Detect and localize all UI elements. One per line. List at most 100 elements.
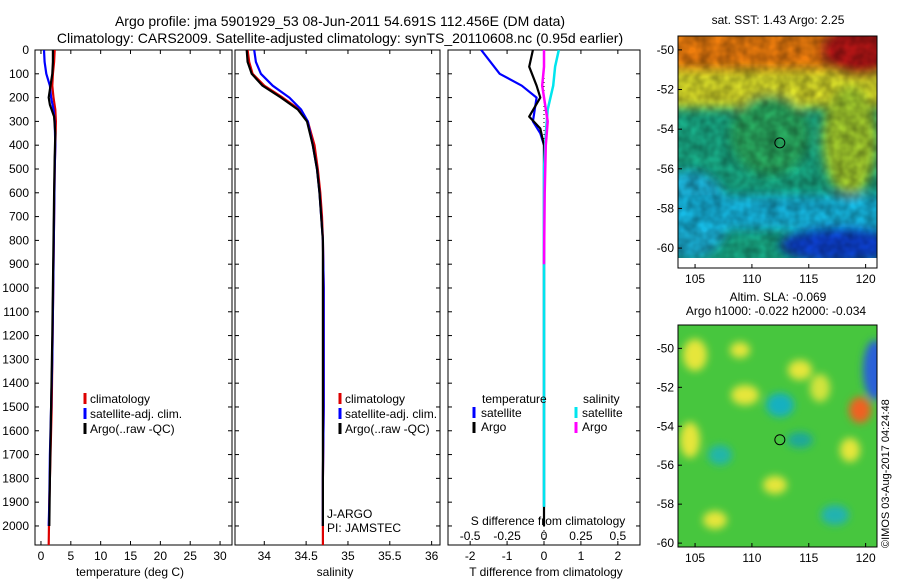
map-x-tick-label: 110 xyxy=(742,551,761,565)
top-x-tick-label: 0.25 xyxy=(569,529,593,543)
map-y-tick-label: -52 xyxy=(657,380,675,394)
depth-tick-label: 1600 xyxy=(2,424,29,438)
depth-tick-label: 200 xyxy=(9,91,29,105)
legend-label-climatology: climatology xyxy=(90,392,150,406)
map-x-tick-label: 105 xyxy=(685,551,705,565)
map-y-tick-label: -50 xyxy=(657,341,675,355)
map-x-tick-label: 115 xyxy=(799,551,818,565)
legend-label-temp-argo: Argo xyxy=(481,420,507,434)
depth-tick-label: 300 xyxy=(9,114,29,128)
sst-map-gap xyxy=(679,258,876,267)
top-x-tick-label: -0.25 xyxy=(493,529,521,543)
sla-map-image xyxy=(678,325,877,547)
x-tick-label: 34 xyxy=(258,549,272,563)
x-tick-label: 20 xyxy=(154,549,168,563)
sst-map-image xyxy=(678,36,877,258)
sla-cool-2 xyxy=(708,445,732,465)
temperature-profiles xyxy=(42,50,58,545)
salinity-x-axis-label: salinity xyxy=(317,565,354,579)
difference-legend: temperature salinity satellite Argo sate… xyxy=(472,392,623,434)
map-y-tick-label: -60 xyxy=(657,241,675,255)
figure-title-line-2: Climatology: CARS2009. Satellite-adjuste… xyxy=(57,30,623,46)
pi-annotation: PI: JAMSTEC xyxy=(327,521,401,535)
x-tick-label: 5 xyxy=(67,549,74,563)
depth-tick-label: 100 xyxy=(9,67,29,81)
x-tick-label: -2 xyxy=(465,549,476,563)
map-x-tick-label: 110 xyxy=(742,272,761,286)
sla-map-axes: 105 110 115 120 -50 -52 -54 -56 -58 -60 xyxy=(657,341,876,565)
x-tick-label: 36 xyxy=(425,549,439,563)
sla-blob-10 xyxy=(703,511,727,529)
depth-tick-label: 1000 xyxy=(2,281,29,295)
depth-tick-label: 600 xyxy=(9,186,29,200)
sla-blob-2 xyxy=(730,342,750,358)
x-tick-label: -1 xyxy=(502,549,513,563)
sla-cool-5 xyxy=(821,505,849,525)
series-line-argo-raw-qc- xyxy=(47,50,57,527)
depth-tick-label: 1100 xyxy=(3,305,29,319)
top-x-tick-label: 0 xyxy=(541,529,548,543)
salinity-legend: climatology satellite-adj. clim. Argo(..… xyxy=(338,392,437,436)
sla-blob-1 xyxy=(683,339,707,371)
map-y-tick-label: -50 xyxy=(657,43,675,57)
sla-blob-5 xyxy=(810,374,830,402)
top-x-tick-label: 0.5 xyxy=(610,529,627,543)
salinity-x-axis: 34 34.5 35 35.5 36 xyxy=(235,49,440,563)
legend-label-satellite: satellite-adj. clim. xyxy=(90,407,182,421)
legend-label-argo: Argo(..raw -QC) xyxy=(90,422,175,436)
x-tick-label: 25 xyxy=(184,549,198,563)
temperature-x-axis-label: temperature (deg C) xyxy=(76,565,184,579)
sla-map-frame xyxy=(677,324,878,548)
depth-tick-label: 1500 xyxy=(2,400,29,414)
depth-tick-label: 1300 xyxy=(2,352,29,366)
salinity-profiles xyxy=(245,50,325,545)
map-y-tick-label: -54 xyxy=(657,122,675,136)
platform-annotation: J-ARGO xyxy=(327,507,372,521)
x-tick-label: 1 xyxy=(578,549,585,563)
depth-tick-label: 1400 xyxy=(2,376,29,390)
sla-blob-9 xyxy=(840,438,860,462)
x-tick-label: 10 xyxy=(94,549,108,563)
top-x-tick-label: -0.5 xyxy=(460,529,481,543)
temperature-legend: climatology satellite-adj. clim. Argo(..… xyxy=(83,392,182,436)
sla-blob-7 xyxy=(680,422,700,458)
x-tick-label: 30 xyxy=(213,549,227,563)
x-tick-label: 15 xyxy=(124,549,138,563)
depth-tick-label: 900 xyxy=(9,257,29,271)
depth-tick-label: 1700 xyxy=(2,448,29,462)
depth-tick-label: 1900 xyxy=(2,495,29,509)
map-y-tick-label: -56 xyxy=(657,458,675,472)
depth-axis: 0 100 200 300 400 500 600 700 800 900 1000 1100 1200… xyxy=(2,43,29,533)
map-y-tick-label: -58 xyxy=(657,497,675,511)
depth-tick-label: 500 xyxy=(9,162,29,176)
sst-map-axes: 105 110 115 120 -50 -52 -54 -56 -58 -60 xyxy=(657,43,876,286)
x-tick-label: 0 xyxy=(541,549,548,563)
temperature-plot-frame xyxy=(34,49,233,546)
x-tick-label: 34.5 xyxy=(294,549,318,563)
figure-title-line-1: Argo profile: jma 5901929_53 08-Jun-2011… xyxy=(115,13,565,29)
sla-blob-8 xyxy=(763,476,787,494)
depth-tick-label: 800 xyxy=(9,233,29,247)
sla-blob-4 xyxy=(731,385,759,405)
imos-timestamp: ©IMOS 03-Aug-2017 04:24:48 xyxy=(880,399,892,548)
sla-cool-4 xyxy=(863,340,877,400)
map-x-tick-label: 115 xyxy=(799,272,818,286)
depth-tick-label: 2000 xyxy=(2,519,29,533)
sla-map-subtitle: Argo h1000: -0.022 h2000: -0.034 xyxy=(686,304,866,318)
legend-header-salinity: salinity xyxy=(583,392,620,406)
series-line-argo-raw-qc- xyxy=(245,50,324,526)
sst-argo-location-marker xyxy=(774,137,786,149)
difference-profiles xyxy=(480,50,561,526)
x-tick-label: 2 xyxy=(615,549,622,563)
x-tick-label: 35 xyxy=(341,549,355,563)
depth-tick-label: 1200 xyxy=(2,329,29,343)
map-y-tick-label: -60 xyxy=(657,536,675,550)
legend-label-satellite: satellite-adj. clim. xyxy=(345,407,437,421)
depth-tick-label: 400 xyxy=(9,138,29,152)
legend-header-temperature: temperature xyxy=(482,392,547,406)
sla-map-title: Altim. SLA: -0.069 xyxy=(730,290,827,304)
map-y-tick-label: -52 xyxy=(657,83,675,97)
map-x-tick-label: 120 xyxy=(856,551,876,565)
map-y-tick-label: -54 xyxy=(657,419,675,433)
